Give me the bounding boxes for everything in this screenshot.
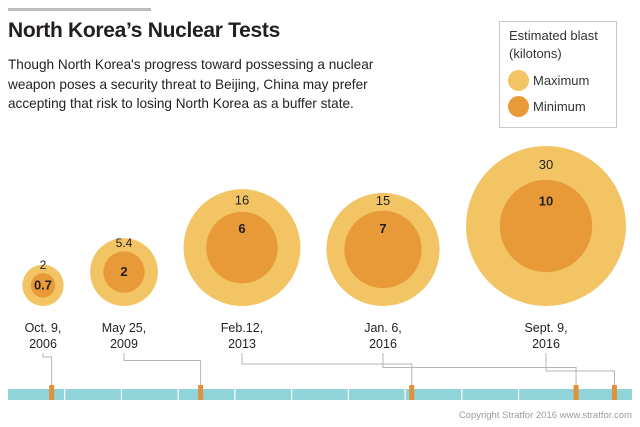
label-maximum: 2 (40, 258, 47, 272)
bubble-minimum (499, 179, 593, 273)
connector-line (123, 353, 202, 385)
timeline-marker (573, 385, 579, 400)
bubble-minimum (103, 251, 145, 293)
label-maximum: 15 (376, 193, 390, 208)
connector-line (42, 353, 53, 385)
legend-title-line2: (kilotons) (509, 46, 562, 61)
date-label-line1: Oct. 9, (25, 321, 62, 335)
bubble-minimum (206, 211, 278, 284)
label-maximum: 16 (235, 193, 249, 208)
bubble-minimum (30, 273, 56, 298)
date-label-line2: 2016 (532, 337, 560, 351)
date-label-line1: Sept. 9, (524, 321, 567, 335)
label-minimum: 7 (379, 221, 386, 236)
label-maximum: 5.4 (116, 236, 133, 250)
title-accent-bar (8, 8, 151, 11)
legend-swatch-minimum (508, 96, 529, 117)
timeline-marker (198, 385, 204, 400)
legend-label-maximum: Maximum (533, 73, 590, 88)
label-minimum: 0.7 (34, 278, 52, 293)
date-label-line1: May 25, (102, 321, 146, 335)
label-minimum: 6 (238, 221, 245, 236)
label-maximum: 30 (539, 157, 553, 172)
legend-item-maximum: Maximum (508, 70, 589, 91)
legend-swatch-maximum (508, 70, 529, 91)
timeline-marker (49, 385, 55, 400)
connector-line (241, 353, 413, 385)
date-label-line1: Jan. 6, (364, 321, 402, 335)
timeline-marker (409, 385, 415, 400)
legend-title: Estimated blast (kilotons) (509, 27, 598, 63)
label-minimum: 10 (539, 194, 553, 209)
legend-title-line1: Estimated blast (509, 28, 598, 43)
date-label-line1: Feb.12, (221, 321, 263, 335)
copyright: Copyright Stratfor 2016 www.stratfor.com (458, 410, 632, 421)
legend-item-minimum: Minimum (508, 96, 586, 117)
date-label-line2: 2013 (228, 337, 256, 351)
legend: Estimated blast (kilotons) Maximum Minim… (499, 21, 617, 128)
connector-line (382, 353, 577, 385)
page-title: North Korea’s Nuclear Tests (8, 19, 280, 42)
timeline-bar (8, 389, 632, 400)
subtitle: Though North Korea's progress toward pos… (8, 57, 374, 111)
connector-line (545, 353, 615, 385)
timeline-marker (611, 385, 617, 400)
date-label-line2: 2016 (369, 337, 397, 351)
legend-label-minimum: Minimum (533, 99, 586, 114)
bubble-minimum (344, 210, 422, 289)
label-minimum: 2 (120, 264, 127, 279)
date-label-line2: 2006 (29, 337, 57, 351)
date-label-line2: 2009 (110, 337, 138, 351)
